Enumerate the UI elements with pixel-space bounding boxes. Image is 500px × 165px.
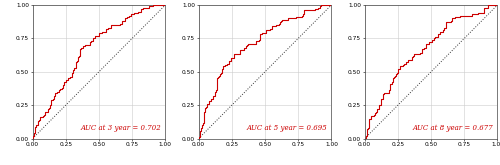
Text: AUC at 8 year = 0.677: AUC at 8 year = 0.677 xyxy=(413,124,494,132)
Text: AUC at 3 year = 0.702: AUC at 3 year = 0.702 xyxy=(80,124,162,132)
Text: AUC at 5 year = 0.695: AUC at 5 year = 0.695 xyxy=(246,124,328,132)
